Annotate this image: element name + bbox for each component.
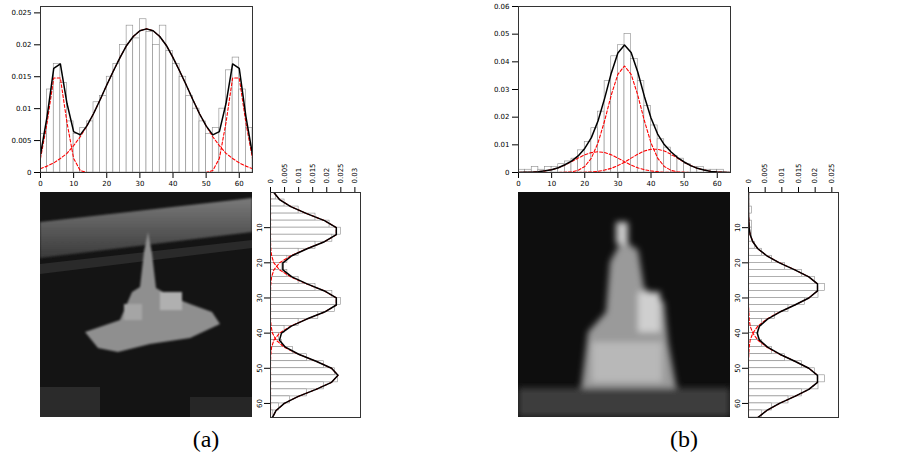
svg-text:0.02: 0.02 <box>16 41 32 49</box>
svg-text:0.06: 0.06 <box>494 3 510 11</box>
svg-text:0: 0 <box>27 169 31 177</box>
svg-text:50: 50 <box>734 364 742 373</box>
svg-text:0.015: 0.015 <box>309 163 317 183</box>
svg-text:0.01: 0.01 <box>295 168 303 184</box>
svg-text:10: 10 <box>547 180 556 188</box>
svg-text:10: 10 <box>69 180 78 188</box>
svg-text:0.005: 0.005 <box>281 163 289 183</box>
svg-text:0.025: 0.025 <box>337 163 345 183</box>
svg-text:0.025: 0.025 <box>11 9 31 17</box>
svg-text:60: 60 <box>713 180 722 188</box>
svg-text:0.01: 0.01 <box>494 141 510 149</box>
svg-text:50: 50 <box>202 180 211 188</box>
svg-text:0.025: 0.025 <box>828 163 836 183</box>
svg-text:40: 40 <box>256 329 264 338</box>
svg-text:30: 30 <box>135 180 144 188</box>
html-text:(b): (b) <box>670 426 698 452</box>
svg-text:0.04: 0.04 <box>494 58 510 66</box>
svg-text:10: 10 <box>256 223 264 232</box>
svg-text:30: 30 <box>734 294 742 303</box>
svg-text:20: 20 <box>102 180 111 188</box>
svg-text:0.05: 0.05 <box>494 30 510 38</box>
svg-text:0.005: 0.005 <box>11 137 31 145</box>
svg-text:0: 0 <box>516 180 520 188</box>
svg-text:0.02: 0.02 <box>494 113 510 121</box>
svg-text:0: 0 <box>745 179 753 183</box>
svg-text:40: 40 <box>169 180 178 188</box>
svg-text:0.01: 0.01 <box>16 105 32 113</box>
svg-text:0.01: 0.01 <box>778 168 786 184</box>
svg-text:50: 50 <box>256 364 264 373</box>
svg-text:0.03: 0.03 <box>351 168 359 184</box>
html-text:(a): (a) <box>192 426 220 452</box>
svg-text:0.02: 0.02 <box>323 168 331 184</box>
svg-text:40: 40 <box>734 329 742 338</box>
svg-text:60: 60 <box>235 180 244 188</box>
svg-text:0: 0 <box>267 179 275 183</box>
svg-text:0.015: 0.015 <box>795 163 803 183</box>
svg-text:20: 20 <box>580 180 589 188</box>
svg-text:0: 0 <box>38 180 42 188</box>
svg-text:30: 30 <box>613 180 622 188</box>
svg-text:60: 60 <box>256 399 264 408</box>
svg-text:0.015: 0.015 <box>11 73 31 81</box>
svg-text:50: 50 <box>680 180 689 188</box>
svg-text:20: 20 <box>734 258 742 267</box>
svg-text:0: 0 <box>505 169 509 177</box>
svg-text:40: 40 <box>647 180 656 188</box>
svg-text:0.02: 0.02 <box>811 168 819 184</box>
svg-text:30: 30 <box>256 294 264 303</box>
svg-text:60: 60 <box>734 399 742 408</box>
svg-text:10: 10 <box>734 223 742 232</box>
svg-text:0.03: 0.03 <box>494 86 510 94</box>
svg-text:20: 20 <box>256 258 264 267</box>
svg-text:0.005: 0.005 <box>761 163 769 183</box>
